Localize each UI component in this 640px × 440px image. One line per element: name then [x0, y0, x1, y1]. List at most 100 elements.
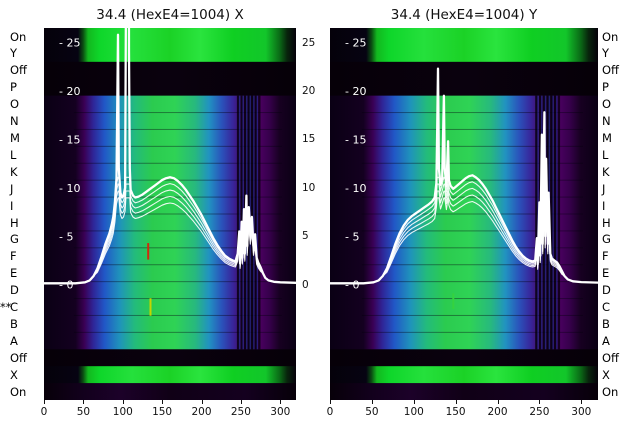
x-tick-mark	[201, 400, 203, 404]
x-tick-mark	[122, 400, 124, 404]
inner-y-tick-label: - 5	[59, 230, 73, 243]
middle-y-tick-label: 25	[302, 36, 316, 49]
left-row-label-f-13: F	[10, 249, 17, 264]
x-tick-label: 250	[230, 406, 251, 418]
right-row-label-a-18: A	[602, 333, 610, 348]
x-tick-label: 100	[403, 406, 424, 418]
left-row-label-d-15: D	[10, 283, 19, 298]
left-row-label-e-14: E	[10, 266, 18, 281]
x-tick-mark	[413, 400, 415, 404]
x-tick-label: 50	[76, 406, 91, 418]
left-row-label-j-9: J	[10, 181, 14, 196]
left-row-label-o-4: O	[10, 97, 20, 112]
x-tick-mark	[280, 400, 282, 404]
right-row-label-i-10: I	[602, 198, 606, 213]
panel-y-xaxis: 0 50 100 150 200 250 300	[326, 400, 598, 428]
x-tick-label: 0	[326, 406, 334, 418]
right-row-label-k-8: K	[602, 164, 610, 179]
x-tick-mark	[83, 400, 85, 404]
right-row-label-on-21: On	[602, 384, 619, 399]
x-tick-mark	[539, 400, 541, 404]
right-row-label-off-2: Off	[602, 63, 619, 78]
left-row-label-b-17: B	[10, 316, 18, 331]
left-row-label-n-5: N	[10, 114, 19, 128]
x-tick-label: 250	[529, 406, 550, 418]
x-tick-label: 150	[152, 406, 173, 418]
x-tick-label: 200	[487, 406, 508, 418]
left-row-label-y-1: Y	[10, 46, 18, 61]
panel-y-heatmap: - 25 - 20 - 15 - 10 - 5 - 0	[330, 28, 598, 400]
x-tick-label: 100	[112, 406, 133, 418]
left-row-label-on-0: On	[10, 29, 27, 44]
left-row-label-on-21: On	[10, 384, 27, 399]
inner-y-tick-label: - 10	[59, 182, 80, 195]
right-row-label-d-15: D	[602, 283, 611, 298]
x-tick-mark	[44, 400, 45, 404]
x-tick-label: 200	[191, 406, 212, 418]
right-row-label-g-12: G	[602, 232, 611, 247]
row-marker-asterisks: **	[0, 300, 12, 314]
right-row-label-c-16: C	[602, 300, 611, 314]
x-tick-mark	[330, 400, 331, 404]
middle-y-tick-label: 15	[302, 133, 316, 146]
left-row-label-m-6: M	[10, 130, 20, 145]
left-row-label-h-11: H	[10, 215, 19, 230]
right-row-label-f-13: F	[602, 249, 609, 264]
panel-y-title: 34.4 (HexE4=1004) Y	[390, 7, 538, 23]
inner-y-tick-label: - 20	[59, 85, 80, 98]
inner-y-tick-label: - 5	[345, 230, 359, 243]
x-tick-label: 0	[40, 406, 48, 418]
panel-x: 34.4 (HexE4=1004) X - 25- 20- 15- 10- 5-…	[40, 0, 296, 440]
x-tick-label: 50	[365, 406, 379, 418]
x-tick-label: 300	[571, 406, 592, 418]
x-tick-mark	[371, 400, 373, 404]
left-row-label-a-18: A	[10, 333, 18, 348]
left-row-label-l-7: L	[10, 147, 17, 162]
right-row-label-l-7: L	[602, 147, 609, 162]
inner-y-tick-label: - 25	[59, 37, 80, 50]
middle-y-tick-label: 20	[302, 85, 316, 97]
panel-x-xaxis: 0 50 100 150 200 250 300	[40, 400, 296, 428]
inner-y-tick-label: - 20	[345, 85, 366, 98]
inner-y-tick-label: - 25	[345, 37, 366, 50]
inner-y-tick-label: - 10	[345, 182, 366, 195]
left-row-label-p-3: P	[10, 80, 17, 95]
right-row-label-j-9: J	[602, 181, 606, 196]
inner-y-tick-label: - 15	[59, 133, 80, 146]
middle-y-axis: 25 20 15 10 5 0	[296, 28, 330, 400]
right-row-axis: On Y Off P O N M L K J I H G F E D C B A Off X On	[598, 28, 640, 400]
x-tick-mark	[581, 400, 583, 404]
middle-y-tick-label: 5	[302, 230, 309, 243]
x-tick-label: 150	[445, 406, 466, 418]
panel-x-heatmap: - 25 - 20 - 15 - 10 - 5 - 0	[44, 28, 296, 400]
left-row-label-off-2: Off	[10, 63, 27, 78]
x-tick-mark	[162, 400, 164, 404]
right-row-label-on-0: On	[602, 29, 619, 44]
left-row-label-k-8: K	[10, 164, 18, 179]
right-row-label-p-3: P	[602, 80, 609, 95]
left-row-label-c-16: C	[10, 300, 19, 314]
middle-y-tick-label: 0	[302, 278, 309, 291]
left-row-label-x-20: X	[10, 367, 18, 382]
right-row-label-x-20: X	[602, 367, 610, 382]
x-tick-label: 300	[270, 406, 291, 418]
right-row-label-b-17: B	[602, 316, 610, 331]
inner-y-tick-label: - 0	[345, 279, 359, 292]
right-row-label-off-19: Off	[602, 350, 619, 365]
right-row-label-y-1: Y	[602, 46, 610, 61]
x-tick-mark	[240, 400, 242, 404]
left-row-axis: On Y Off P O N M L K J I H G F E D C B A Off X On **	[0, 28, 44, 400]
right-row-label-o-4: O	[602, 97, 612, 112]
panel-x-title: 34.4 (HexE4=1004) X	[96, 7, 244, 23]
right-row-label-n-5: N	[602, 114, 611, 128]
inner-y-tick-label: - 0	[59, 279, 73, 292]
left-row-label-g-12: G	[10, 232, 19, 247]
x-tick-mark	[455, 400, 457, 404]
right-row-label-h-11: H	[602, 215, 611, 230]
middle-y-tick-label: 10	[302, 181, 316, 194]
x-tick-mark	[497, 400, 499, 404]
right-row-label-e-14: E	[602, 266, 610, 281]
left-row-label-off-19: Off	[10, 350, 27, 365]
panel-y: 34.4 (HexE4=1004) Y - 25- 20- 15- 10- 5-…	[326, 0, 598, 440]
